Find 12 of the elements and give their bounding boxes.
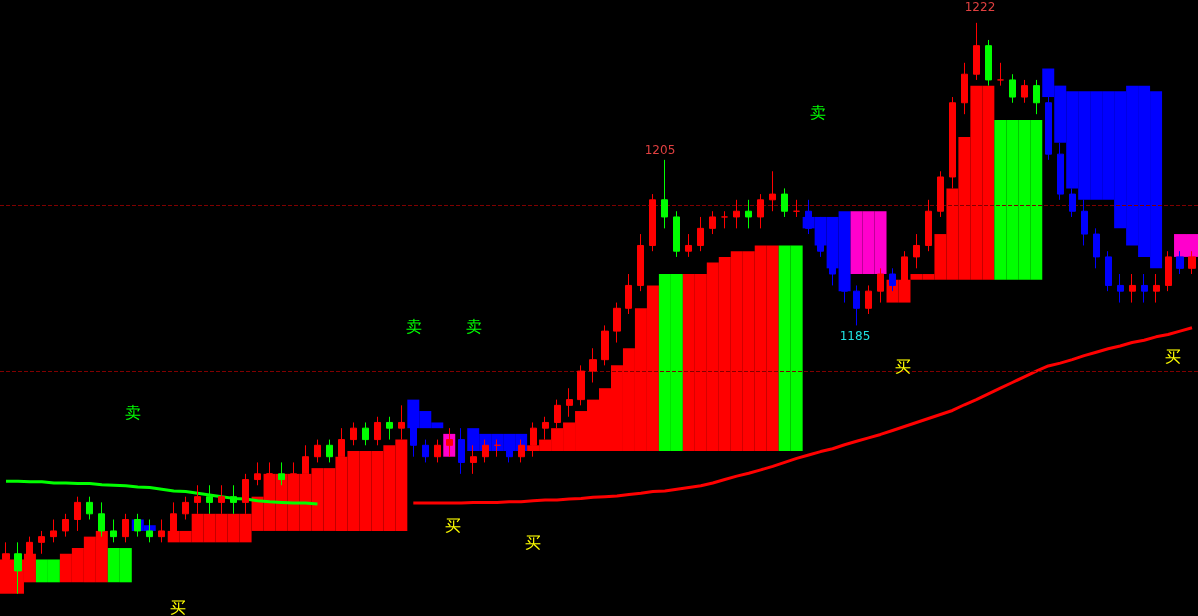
annotation: 买 [525,532,541,552]
annotation: 买 [1165,346,1181,366]
annotation: 1185 [839,329,871,343]
annotation: 买 [445,515,461,535]
annotation: 1205 [644,143,676,157]
text: 买 [170,597,186,616]
annotation: 卖 [406,316,422,336]
annotation: 卖 [810,102,826,122]
annotation: 卖 [466,316,482,336]
annotation: 买 [895,356,911,376]
annotation: 卖 [125,402,141,422]
text: 1222 [964,0,996,14]
